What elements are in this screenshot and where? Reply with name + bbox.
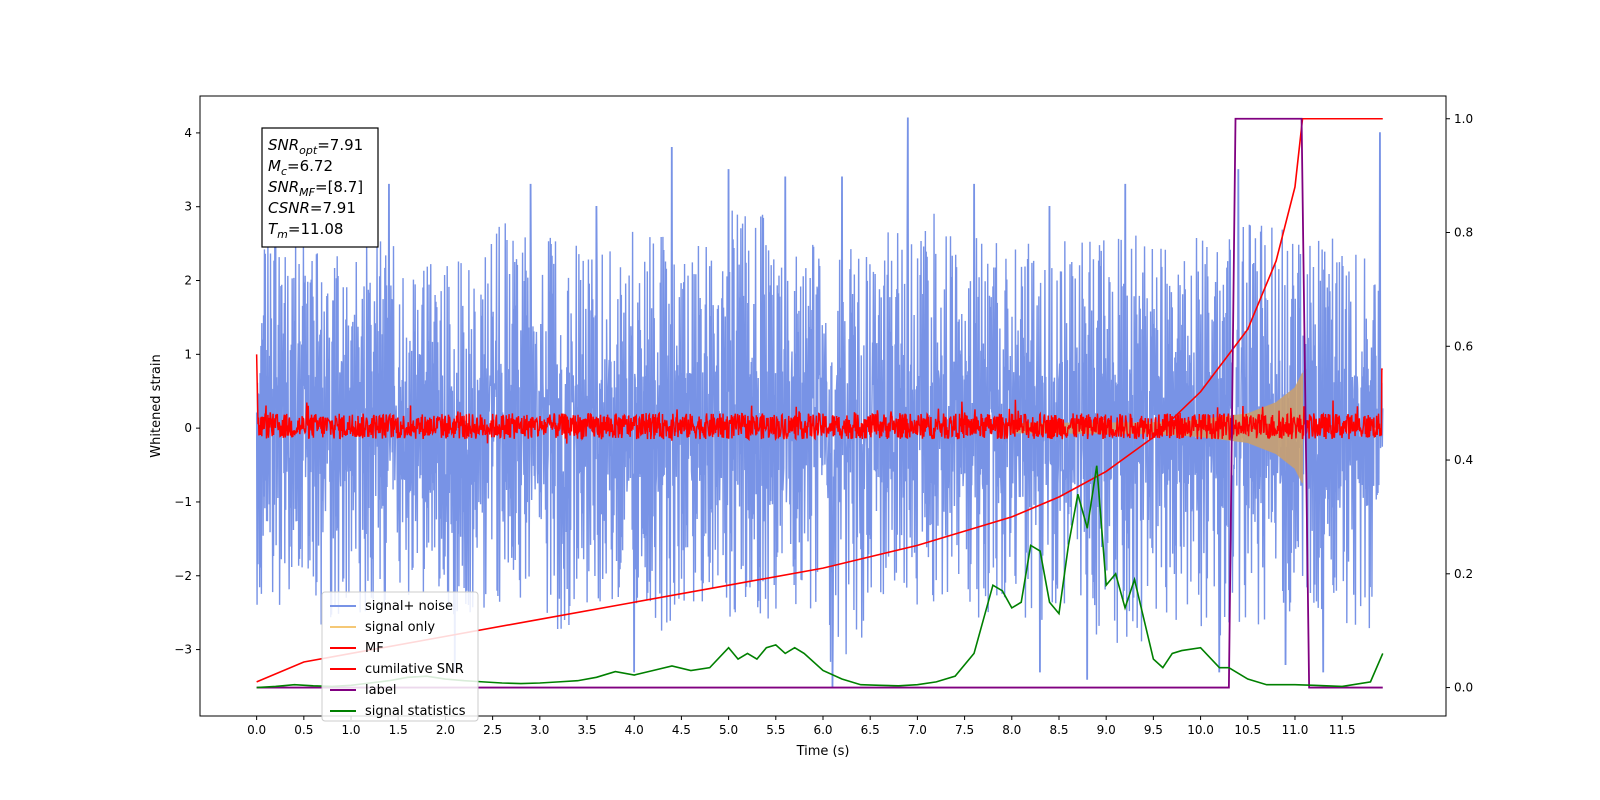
series-label-line [256, 117, 1383, 689]
legend-label: label [365, 683, 396, 698]
x-tick-label: 0.5 [294, 723, 313, 737]
y-tick-label: −1 [174, 495, 192, 509]
x-tick-label: 1.5 [389, 723, 408, 737]
x-tick-label: 8.5 [1049, 723, 1068, 737]
y-axis-ticks: −3 −2 −1 0 1 2 3 4 [174, 126, 200, 657]
legend: signal+ noise signal only MF cumilative SNR… [321, 591, 479, 722]
y-tick-label: 1 [184, 347, 192, 361]
y-tick-label: 4 [184, 126, 192, 140]
x-tick-label: 4.5 [672, 723, 691, 737]
x-axis-label: Time (s) [796, 744, 850, 759]
x-tick-label: 1.0 [341, 723, 360, 737]
x-tick-label: 6.5 [861, 723, 880, 737]
y-tick-label: 2 [184, 274, 192, 288]
y2-tick-label: 0.2 [1454, 567, 1473, 581]
annotation-line: CSNR=7.91 [268, 199, 356, 217]
x-tick-label: 9.5 [1144, 723, 1163, 737]
x-tick-label: 2.0 [436, 723, 455, 737]
y-tick-label: 0 [184, 421, 192, 435]
x-tick-label: 4.0 [625, 723, 644, 737]
series-mf-line [255, 354, 1383, 444]
x-tick-label: 11.5 [1329, 723, 1356, 737]
y2-tick-label: 1.0 [1454, 112, 1473, 126]
y2-tick-label: 0.4 [1454, 453, 1473, 467]
x-tick-label: 3.0 [530, 723, 549, 737]
x-tick-label: 10.0 [1187, 723, 1214, 737]
y2-axis-ticks: 0.0 0.2 0.4 0.6 0.8 1.0 [1446, 112, 1473, 695]
x-tick-label: 6.0 [813, 723, 832, 737]
x-tick-label: 9.0 [1097, 723, 1116, 737]
y-tick-label: 3 [184, 200, 192, 214]
x-tick-label: 0.0 [247, 723, 266, 737]
legend-label: signal+ noise [365, 599, 453, 614]
y2-tick-label: 0.0 [1454, 681, 1473, 695]
x-tick-label: 5.0 [719, 723, 738, 737]
annotation-line: Mc=6.72 [268, 157, 333, 178]
annotation-line: Tm=11.08 [268, 220, 343, 241]
legend-label: signal only [365, 620, 435, 635]
y2-tick-label: 0.8 [1454, 226, 1473, 240]
x-tick-label: 2.5 [483, 723, 502, 737]
x-tick-label: 10.5 [1234, 723, 1261, 737]
series-signal-noise-line [255, 117, 1384, 688]
legend-frame [321, 591, 479, 722]
y-tick-label: −3 [174, 643, 192, 657]
x-tick-label: 8.0 [1002, 723, 1021, 737]
y-axis-label: Whitened strain [149, 354, 164, 457]
annotation-line: SNRopt=7.91 [268, 136, 363, 157]
x-tick-label: 5.5 [766, 723, 785, 737]
x-tick-label: 7.0 [908, 723, 927, 737]
annotation-line: SNRMF=[8.7] [268, 178, 363, 199]
series-signal-statistics-line [256, 465, 1384, 689]
legend-label: MF [365, 641, 384, 656]
x-tick-label: 3.5 [577, 723, 596, 737]
x-axis-ticks: 0.0 0.5 1.0 1.5 2.0 2.5 3.0 3.5 4.0 4.5 5.0 5.5 6.0 6… [247, 716, 1356, 737]
x-tick-label: 7.5 [955, 723, 974, 737]
annotation-frame [261, 127, 379, 248]
legend-label: signal statistics [365, 704, 466, 719]
x-tick-label: 11.0 [1282, 723, 1309, 737]
y2-tick-label: 0.6 [1454, 339, 1473, 353]
y-tick-label: −2 [174, 569, 192, 583]
legend-label: cumilative SNR [365, 662, 464, 677]
